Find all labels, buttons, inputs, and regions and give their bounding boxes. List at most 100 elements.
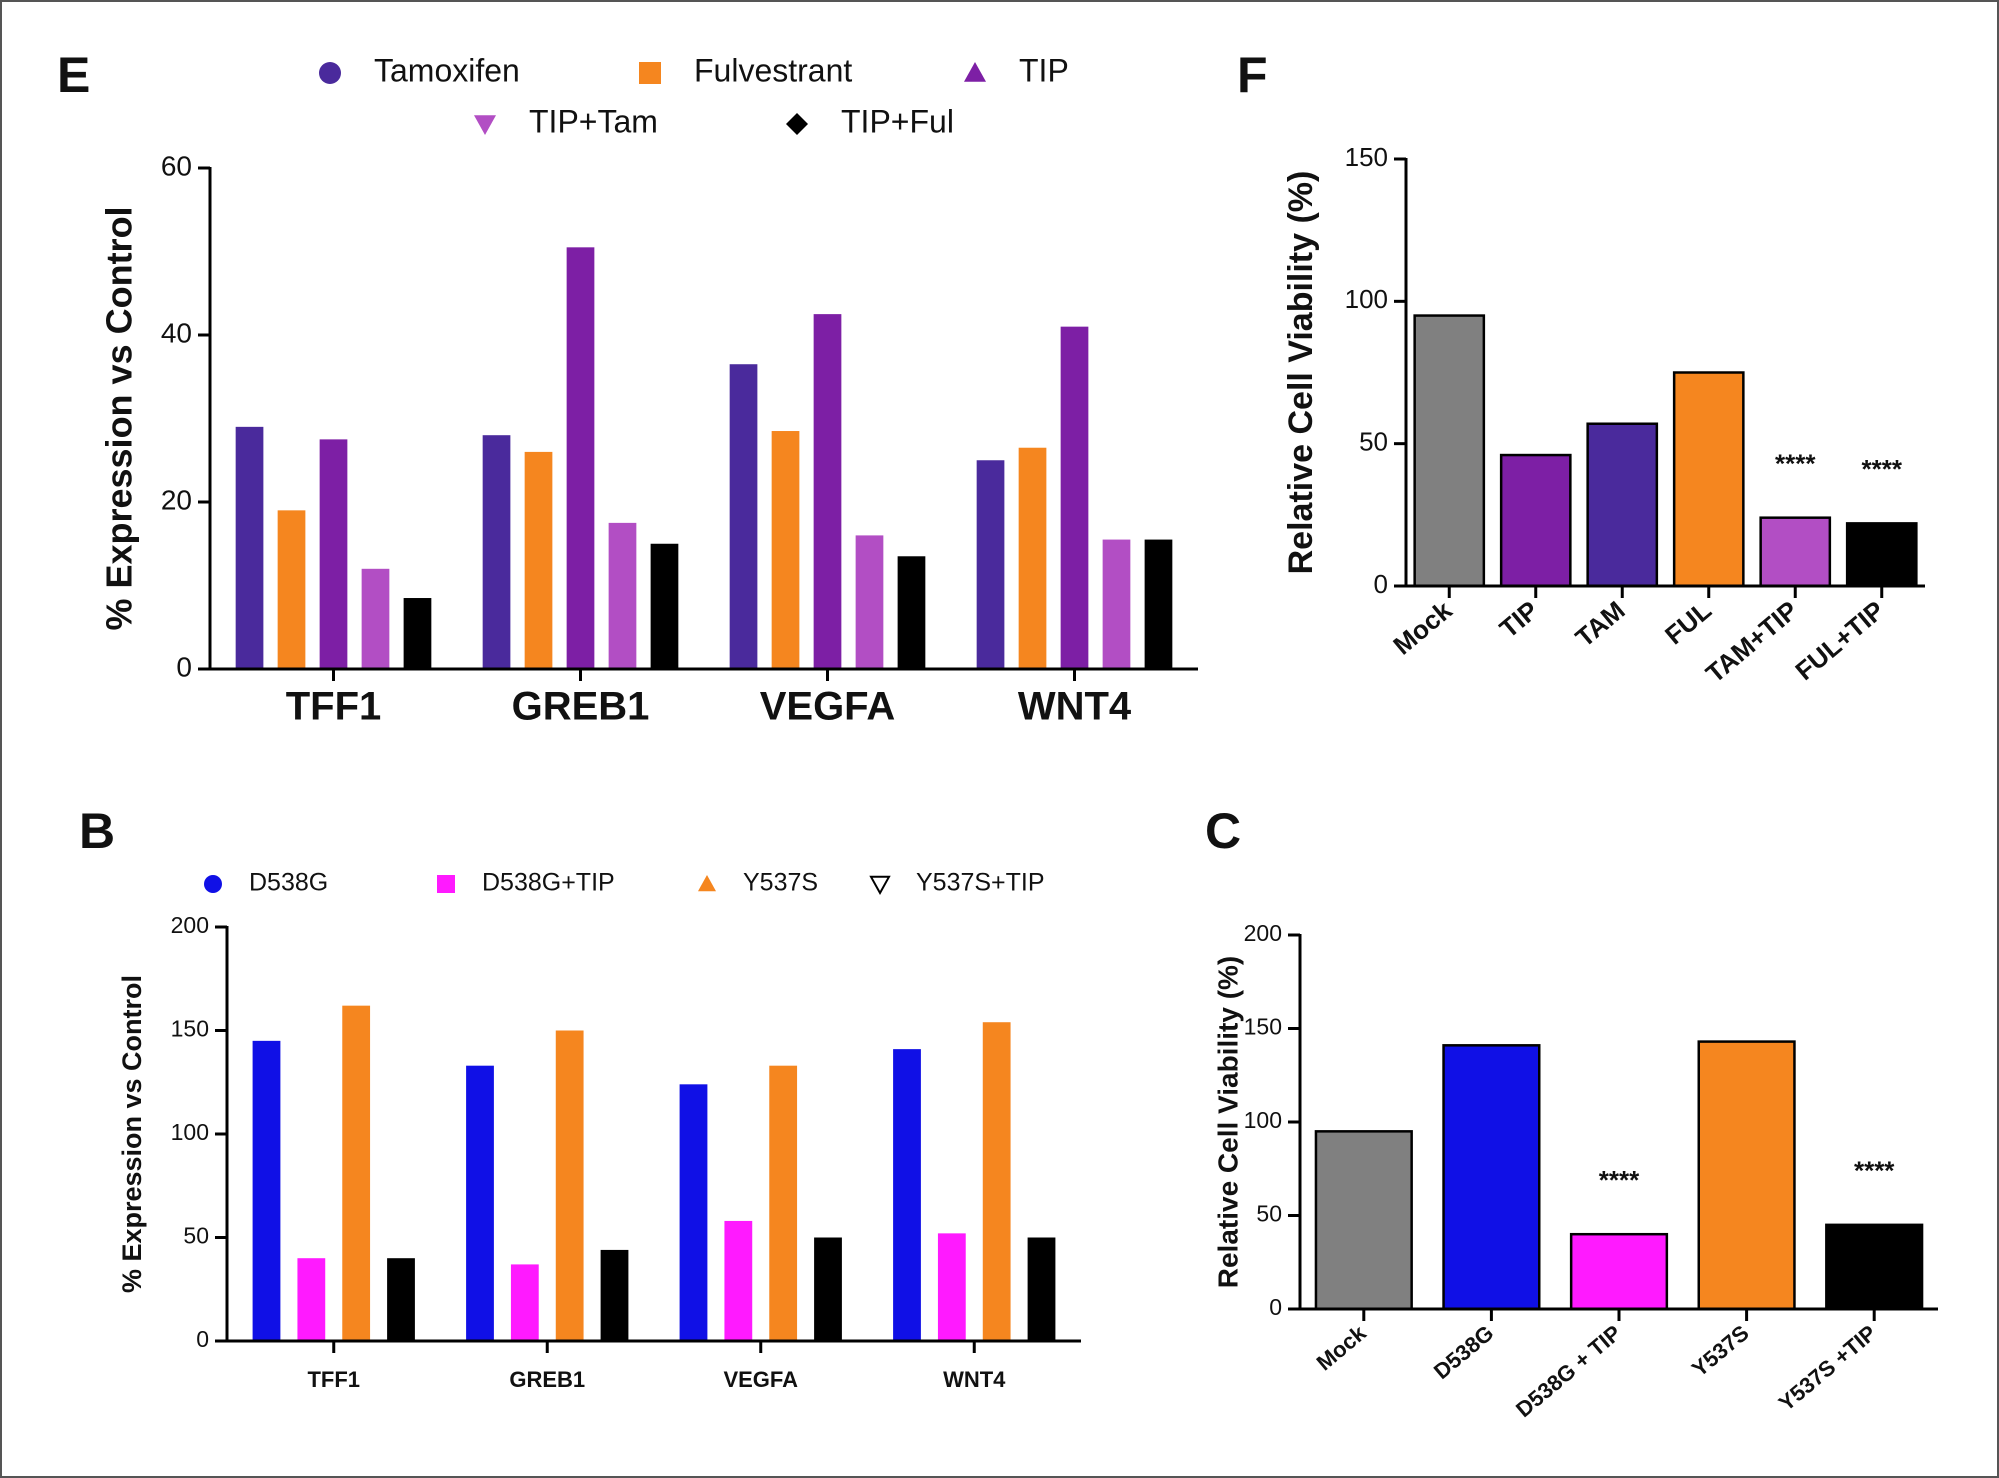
bar bbox=[1825, 1223, 1924, 1311]
legend-label: TIP+Ful bbox=[841, 103, 954, 139]
bar bbox=[1586, 422, 1659, 588]
bar bbox=[524, 451, 553, 669]
x-tick-label: VEGFA bbox=[723, 1367, 798, 1392]
y-axis-label: % Expression vs Control bbox=[99, 206, 140, 630]
x-tick-label: GREB1 bbox=[512, 685, 650, 729]
bar bbox=[482, 435, 511, 669]
x-tick-label: TFF1 bbox=[286, 685, 382, 729]
bar bbox=[1018, 447, 1047, 669]
legend-marker bbox=[639, 62, 661, 84]
panel-label: E bbox=[57, 47, 90, 103]
legend-marker bbox=[474, 115, 496, 135]
bar bbox=[1442, 1044, 1541, 1311]
legend-label: TIP bbox=[1019, 52, 1069, 88]
legend-marker bbox=[437, 875, 455, 893]
bar bbox=[855, 535, 884, 669]
y-tick-label: 100 bbox=[1345, 284, 1388, 314]
legend-marker bbox=[698, 875, 716, 892]
bar bbox=[1027, 1237, 1056, 1341]
bar bbox=[729, 364, 758, 669]
bar bbox=[361, 568, 390, 669]
x-tick-label: WNT4 bbox=[943, 1367, 1006, 1392]
bar bbox=[650, 543, 679, 669]
bar bbox=[342, 1005, 371, 1341]
bar bbox=[1759, 516, 1832, 588]
bar bbox=[1499, 453, 1572, 588]
significance: **** bbox=[1599, 1165, 1640, 1195]
y-tick-label: 50 bbox=[1359, 427, 1388, 457]
legend-label: Fulvestrant bbox=[694, 52, 852, 88]
y-tick-label: 50 bbox=[183, 1223, 209, 1249]
y-tick-label: 20 bbox=[161, 484, 192, 515]
x-tick-label: VEGFA bbox=[760, 685, 896, 729]
panel-label: B bbox=[79, 803, 115, 859]
bar bbox=[252, 1040, 281, 1341]
legend-label: Tamoxifen bbox=[374, 52, 520, 88]
panel-label: C bbox=[1205, 803, 1241, 859]
x-tick-label: GREB1 bbox=[509, 1367, 585, 1392]
legend-label: Y537S+TIP bbox=[916, 869, 1045, 897]
y-tick-label: 0 bbox=[1374, 569, 1388, 599]
bar bbox=[679, 1084, 708, 1341]
bar bbox=[1697, 1040, 1796, 1311]
bar bbox=[897, 556, 926, 669]
bar bbox=[403, 598, 432, 669]
y-tick-label: 60 bbox=[161, 150, 192, 181]
legend-marker bbox=[964, 62, 986, 82]
bar bbox=[724, 1220, 753, 1341]
bar bbox=[813, 314, 842, 669]
y-tick-label: 150 bbox=[1244, 1014, 1282, 1040]
bar bbox=[319, 439, 348, 669]
legend-label: TIP+Tam bbox=[529, 103, 658, 139]
y-tick-label: 0 bbox=[176, 651, 192, 682]
y-tick-label: 100 bbox=[171, 1119, 209, 1145]
x-tick-label: TFF1 bbox=[307, 1367, 360, 1392]
bar bbox=[1569, 1232, 1669, 1311]
panel-label: F bbox=[1237, 47, 1268, 103]
bar bbox=[1845, 522, 1918, 588]
bar bbox=[600, 1249, 629, 1341]
x-tick-label: WNT4 bbox=[1018, 685, 1132, 729]
y-axis-label: % Expression vs Control bbox=[117, 975, 147, 1293]
bar bbox=[566, 247, 595, 669]
significance: **** bbox=[1775, 449, 1816, 479]
y-tick-label: 150 bbox=[171, 1016, 209, 1042]
bar bbox=[277, 510, 306, 669]
bar bbox=[1060, 326, 1089, 669]
bar bbox=[466, 1065, 494, 1341]
y-tick-label: 0 bbox=[196, 1326, 209, 1352]
legend-label: D538G+TIP bbox=[482, 869, 615, 897]
y-tick-label: 100 bbox=[1244, 1107, 1282, 1133]
y-axis-label: Relative Cell Viability (%) bbox=[1282, 171, 1320, 575]
bar bbox=[235, 426, 264, 669]
legend-marker bbox=[204, 875, 222, 893]
bar bbox=[1672, 371, 1745, 588]
y-tick-label: 0 bbox=[1269, 1294, 1282, 1320]
legend-label: Y537S bbox=[743, 869, 818, 897]
bar bbox=[1102, 539, 1131, 669]
bar bbox=[387, 1258, 415, 1341]
y-tick-label: 200 bbox=[171, 912, 209, 938]
significance: **** bbox=[1862, 454, 1903, 484]
bar bbox=[814, 1237, 842, 1341]
bar bbox=[555, 1030, 584, 1341]
legend-marker bbox=[869, 875, 891, 896]
bar bbox=[608, 522, 637, 669]
bar bbox=[976, 460, 1005, 669]
y-axis-label: Relative Cell Viability (%) bbox=[1212, 956, 1243, 1289]
y-tick-label: 150 bbox=[1345, 142, 1388, 172]
bar bbox=[1413, 314, 1486, 588]
legend-label: D538G bbox=[249, 869, 328, 897]
bar bbox=[771, 431, 800, 669]
bar bbox=[937, 1233, 966, 1341]
y-tick-label: 50 bbox=[1256, 1201, 1282, 1227]
y-tick-label: 200 bbox=[1244, 920, 1282, 946]
bar bbox=[1314, 1130, 1413, 1311]
bar bbox=[982, 1022, 1011, 1341]
y-tick-label: 40 bbox=[161, 317, 192, 348]
legend-marker bbox=[319, 62, 341, 84]
bar bbox=[769, 1065, 798, 1341]
significance: **** bbox=[1854, 1156, 1895, 1186]
bar bbox=[297, 1258, 326, 1341]
legend-marker bbox=[786, 113, 808, 135]
